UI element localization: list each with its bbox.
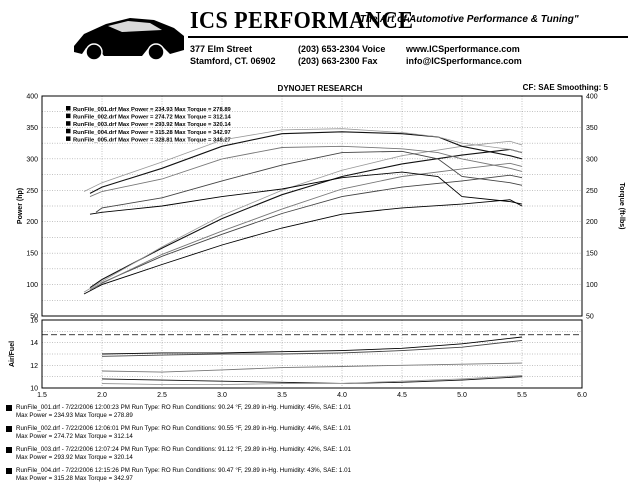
x-tick-label: 1.5 xyxy=(37,392,47,399)
af-line-run-001 xyxy=(101,336,523,355)
x-tick-label: 6.0 xyxy=(577,392,587,399)
email-link[interactable]: info@ICSperformance.com xyxy=(406,56,522,66)
x-tick-label: 4.5 xyxy=(397,392,407,399)
af-line-run-005 xyxy=(101,375,523,386)
power-torque-frame xyxy=(41,95,583,317)
power-line-run-003 xyxy=(89,162,523,290)
power-line-run-002 xyxy=(95,174,523,289)
af-line-run-002 xyxy=(101,339,523,357)
run-details: RunFile_001.drf - 7/22/2006 12:00:23 PM … xyxy=(6,404,636,488)
x-tick-label: 3.5 xyxy=(277,392,287,399)
x-tick-label: 5.0 xyxy=(457,392,467,399)
y-tick-label: 200 xyxy=(26,219,38,226)
address-street: 377 Elm Street xyxy=(190,44,253,54)
legend-swatch xyxy=(66,136,71,141)
air-fuel-frame xyxy=(41,319,583,389)
y-tick-label-right: 150 xyxy=(586,251,598,258)
y-tick-label: 300 xyxy=(26,156,38,163)
y-tick-label-right: 100 xyxy=(586,282,598,289)
power-line-run-001 xyxy=(83,199,523,295)
legend-swatch xyxy=(66,128,71,134)
legend-entry: RunFile_002.drf Max Power = 274.72 Max T… xyxy=(73,115,232,121)
torque-line-run-005 xyxy=(83,128,523,192)
chart-legend: RunFile_001.drf Max Power = 234.93 Max T… xyxy=(66,106,232,143)
run-max-values: Max Power = 274.72 Max Torque = 312.14 xyxy=(16,433,133,440)
torque-line-run-002 xyxy=(95,150,523,213)
run-max-values: Max Power = 315.28 Max Torque = 342.97 xyxy=(16,475,133,482)
legend-swatch xyxy=(66,106,71,111)
run-detail-row: RunFile_002.drf - 7/22/2006 12:06:01 PM … xyxy=(6,425,636,446)
run-swatch xyxy=(6,426,12,432)
header-rule xyxy=(188,36,628,38)
phone-fax: (203) 663-2300 Fax xyxy=(298,56,378,66)
run-swatch xyxy=(6,468,12,474)
af-axis-title: Air/Fuel xyxy=(9,341,16,367)
y-tick-label-right: 250 xyxy=(586,188,598,195)
run-detail-row: RunFile_003.drf - 7/22/2006 12:07:24 PM … xyxy=(6,446,636,467)
correction-factor: CF: SAE Smoothing: 5 xyxy=(522,83,608,92)
run-conditions: RunFile_004.drf - 7/22/2006 12:15:26 PM … xyxy=(16,467,351,474)
x-tick-label: 2.0 xyxy=(97,392,107,399)
dyno-charts: 50 100 150 200 250 300 350 400 50 100 150 200 250 300… xyxy=(9,94,625,400)
legend-swatch xyxy=(66,121,71,126)
x-tick-label: 5.5 xyxy=(517,392,527,399)
tagline: "The Art of Automotive Performance & Tun… xyxy=(355,14,579,25)
y-tick-label: 50 xyxy=(30,314,38,321)
legend-swatch xyxy=(66,113,71,119)
y-axis-title: Power (hp) xyxy=(17,188,24,224)
report-title: DYNOJET RESEARCH xyxy=(277,84,363,93)
torque-line-run-003 xyxy=(89,145,523,198)
run-swatch xyxy=(6,447,12,453)
y-tick-label-right: 350 xyxy=(586,125,598,132)
y-tick-label: 150 xyxy=(26,251,38,258)
af-tick-label: 16 xyxy=(30,318,38,325)
y-tick-label: 350 xyxy=(26,125,38,132)
run-max-values: Max Power = 293.92 Max Torque = 320.14 xyxy=(16,454,133,461)
af-tick-label: 12 xyxy=(30,363,38,370)
power-line-run-005 xyxy=(83,140,523,293)
y-tick-label-right: 300 xyxy=(586,156,598,163)
run-detail-row: RunFile_004.drf - 7/22/2006 12:15:26 PM … xyxy=(6,467,636,488)
legend-entry: RunFile_004.drf Max Power = 315.28 Max T… xyxy=(73,130,231,136)
run-conditions: RunFile_001.drf - 7/22/2006 12:00:23 PM … xyxy=(16,404,351,411)
car-logo-icon xyxy=(74,18,184,61)
run-conditions: RunFile_002.drf - 7/22/2006 12:06:01 PM … xyxy=(16,425,351,432)
y-tick-label-right: 400 xyxy=(586,94,598,101)
y-tick-label-right: 50 xyxy=(586,314,594,321)
y-axis-title-right: Torque (ft-lbs) xyxy=(618,183,625,230)
phone-voice: (203) 653-2304 Voice xyxy=(298,44,386,54)
website-link[interactable]: www.ICSperformance.com xyxy=(406,44,520,54)
address-city: Stamford, CT. 06902 xyxy=(190,56,276,66)
y-tick-label: 100 xyxy=(26,282,38,289)
af-tick-label: 10 xyxy=(30,386,38,393)
x-tick-label: 2.5 xyxy=(157,392,167,399)
run-swatch xyxy=(6,405,12,411)
y-tick-label-right: 200 xyxy=(586,219,598,226)
af-line-run-003 xyxy=(101,362,523,373)
y-tick-label: 250 xyxy=(26,188,38,195)
torque-line-run-001 xyxy=(89,171,523,215)
torque-line-run-004 xyxy=(89,131,523,194)
run-detail-row: RunFile_001.drf - 7/22/2006 12:00:23 PM … xyxy=(6,404,636,425)
run-conditions: RunFile_003.drf - 7/22/2006 12:07:24 PM … xyxy=(16,446,351,453)
legend-entry: RunFile_003.drf Max Power = 293.92 Max T… xyxy=(73,122,232,128)
x-tick-label: 3.0 xyxy=(217,392,227,399)
x-tick-label: 4.0 xyxy=(337,392,347,399)
af-line-run-004 xyxy=(101,376,523,384)
legend-entry: RunFile_001.drf Max Power = 234.93 Max T… xyxy=(73,107,232,113)
run-max-values: Max Power = 234.93 Max Torque = 278.89 xyxy=(16,412,133,419)
legend-entry: RunFile_005.drf Max Power = 328.81 Max T… xyxy=(73,137,231,143)
af-tick-label: 14 xyxy=(30,340,38,347)
brand-name: ICS PERFORMANCE xyxy=(190,8,414,34)
y-tick-label: 400 xyxy=(26,94,38,101)
